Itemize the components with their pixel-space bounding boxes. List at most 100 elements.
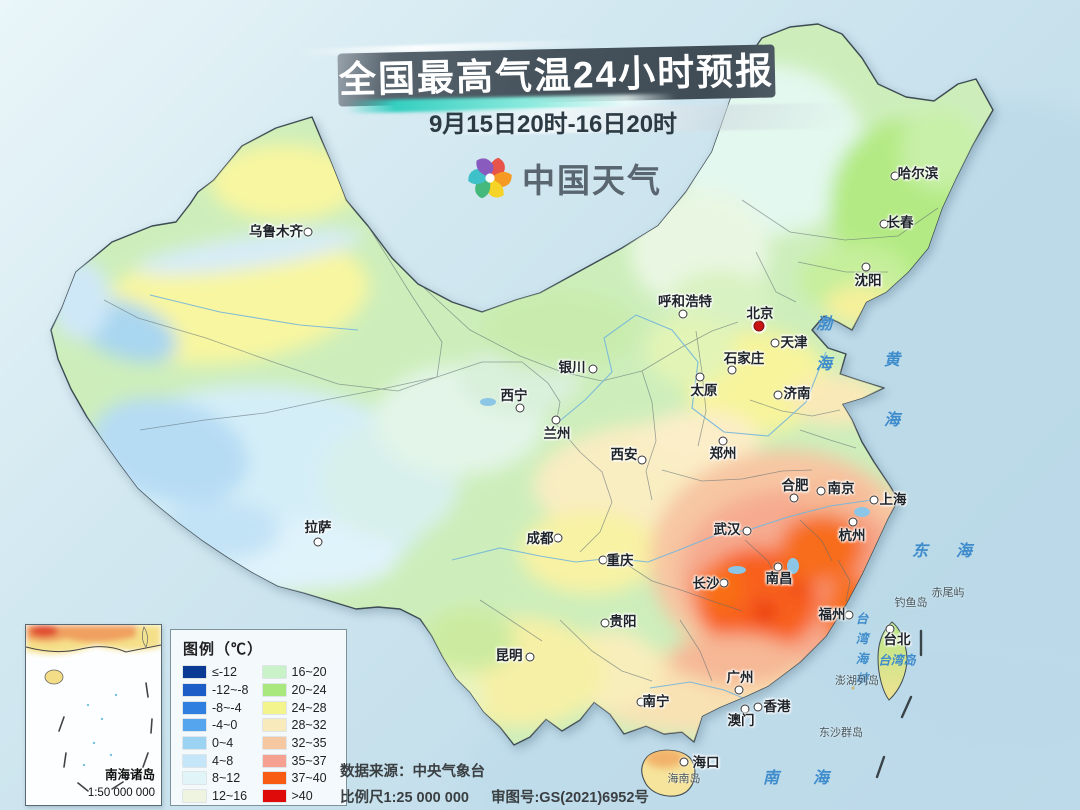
legend-range-label: 4~8 <box>212 753 234 768</box>
legend-row: 28~32 <box>262 718 337 733</box>
city-marker <box>551 415 561 425</box>
legend-range-label: 37~40 <box>291 771 327 786</box>
legend-row: 32~35 <box>262 736 337 751</box>
legend-row: ≤-12 <box>183 665 257 680</box>
hainan-tint <box>645 750 685 768</box>
city-label: 南宁 <box>642 694 670 709</box>
pinwheel-weather-logo-icon <box>468 157 512 199</box>
province-borders <box>103 199 939 682</box>
legend-row: >40 <box>262 789 337 804</box>
legend-range-label: 24~28 <box>291 700 327 715</box>
city-marker <box>678 309 688 319</box>
legend-swatch <box>262 719 286 732</box>
legend-column: 16~20 20~24 24~28 28~32 32~35 35~37 37~40 >40 <box>262 665 337 804</box>
inset-map-art <box>25 625 162 792</box>
sea-label-char: 海 <box>883 412 901 429</box>
city-marker <box>861 262 871 272</box>
island-label: 海南岛 <box>667 773 701 785</box>
city-marker <box>734 685 744 695</box>
legend-row: 8~12 <box>183 771 257 786</box>
legend-swatch <box>183 754 206 767</box>
legend-swatch <box>183 790 206 803</box>
city-marker <box>553 533 563 543</box>
city-label: 台北 <box>883 632 911 647</box>
inset-scale: 1:50 000 000 <box>87 787 155 799</box>
legend-swatch <box>262 683 286 696</box>
legend-range-label: -12~-8 <box>212 682 249 697</box>
city-marker <box>588 364 598 374</box>
logo-wordmark: 中国天气 <box>522 162 662 199</box>
island-label: 东沙群岛 <box>819 727 863 739</box>
legend-row: 0~4 <box>183 736 257 751</box>
island-label: 赤尾屿 <box>931 587 965 599</box>
legend-title: 图例（℃） <box>183 641 264 658</box>
forecast-period: 9月15日20时-16日20时 <box>428 111 678 138</box>
city-marker <box>600 618 610 628</box>
city-label: 西安 <box>610 447 638 462</box>
taiwan-island <box>877 621 908 701</box>
city-label: 呼和浩特 <box>658 294 712 309</box>
city-label: 南京 <box>827 481 855 496</box>
legend-items: ≤-12 -12~-8 -8~-4 -4~0 0~4 4~8 8~12 12~16 16~20 2… <box>183 665 336 803</box>
inset-islets <box>82 693 118 767</box>
city-marker <box>773 562 783 572</box>
city-marker <box>773 390 783 400</box>
inset-dash-line <box>58 682 153 792</box>
legend-swatch <box>262 772 286 785</box>
legend-range-label: 12~16 <box>212 789 248 804</box>
city-marker <box>515 403 525 413</box>
legend-range-label: >40 <box>291 789 313 804</box>
city-marker <box>879 219 889 229</box>
city-marker <box>637 455 647 465</box>
city-label: 澳门 <box>727 713 755 728</box>
sea-label: 渤海 <box>816 310 832 374</box>
city-marker <box>727 365 737 375</box>
legend-row: 16~20 <box>262 665 337 680</box>
sea-label: 台湾海峡 <box>856 608 869 687</box>
city-label: 贵阳 <box>609 614 637 629</box>
city-label: 石家庄 <box>723 351 765 366</box>
city-label: 海口 <box>692 755 720 770</box>
city-marker <box>525 652 535 662</box>
data-source: 数据来源：中央气象台 <box>340 764 485 780</box>
legend-row: -4~0 <box>183 718 257 733</box>
city-label: 香港 <box>763 699 791 714</box>
city-label: 郑州 <box>709 446 737 461</box>
legend-range-label: 0~4 <box>212 736 234 750</box>
capital-marker <box>753 320 765 332</box>
city-label: 兰州 <box>543 426 571 441</box>
city-label: 太原 <box>690 383 718 398</box>
legend-range-label: 16~20 <box>291 665 327 680</box>
city-label: 长春 <box>886 215 914 230</box>
city-label: 沈阳 <box>854 273 882 288</box>
city-label: 广州 <box>726 670 754 685</box>
city-marker <box>816 486 826 496</box>
city-marker <box>303 227 313 237</box>
city-label: 哈尔滨 <box>897 166 939 181</box>
city-marker <box>789 493 799 503</box>
legend-row: 12~16 <box>183 789 257 804</box>
legend-swatch <box>183 737 206 749</box>
legend-swatch <box>183 701 206 714</box>
sea-label-char: 台 <box>855 612 869 626</box>
inset-title: 南海诸岛 <box>104 768 155 782</box>
city-marker <box>679 757 689 767</box>
legend-row: -12~-8 <box>183 683 257 698</box>
city-marker <box>740 704 750 714</box>
city-label: 昆明 <box>495 648 523 663</box>
legend-swatch <box>183 666 206 679</box>
south-china-sea-inset: 南海诸岛 1:50 000 000 <box>25 624 162 806</box>
city-marker <box>598 555 608 565</box>
city-label: 福州 <box>818 607 846 622</box>
legend-range-label: ≤-12 <box>212 665 237 680</box>
sea-label: 南海 <box>762 770 864 787</box>
city-label: 重庆 <box>606 553 634 568</box>
sea-label-char: 峡 <box>855 672 869 686</box>
city-label: 成都 <box>526 531 554 546</box>
legend: 图例（℃） ≤-12 -12~-8 -8~-4 -4~0 0~4 4~8 8~12 12~16… <box>170 629 347 806</box>
sea-label: 东海 <box>911 543 1001 560</box>
legend-row: 24~28 <box>262 700 337 715</box>
sea-label-char: 渤 <box>815 316 833 333</box>
